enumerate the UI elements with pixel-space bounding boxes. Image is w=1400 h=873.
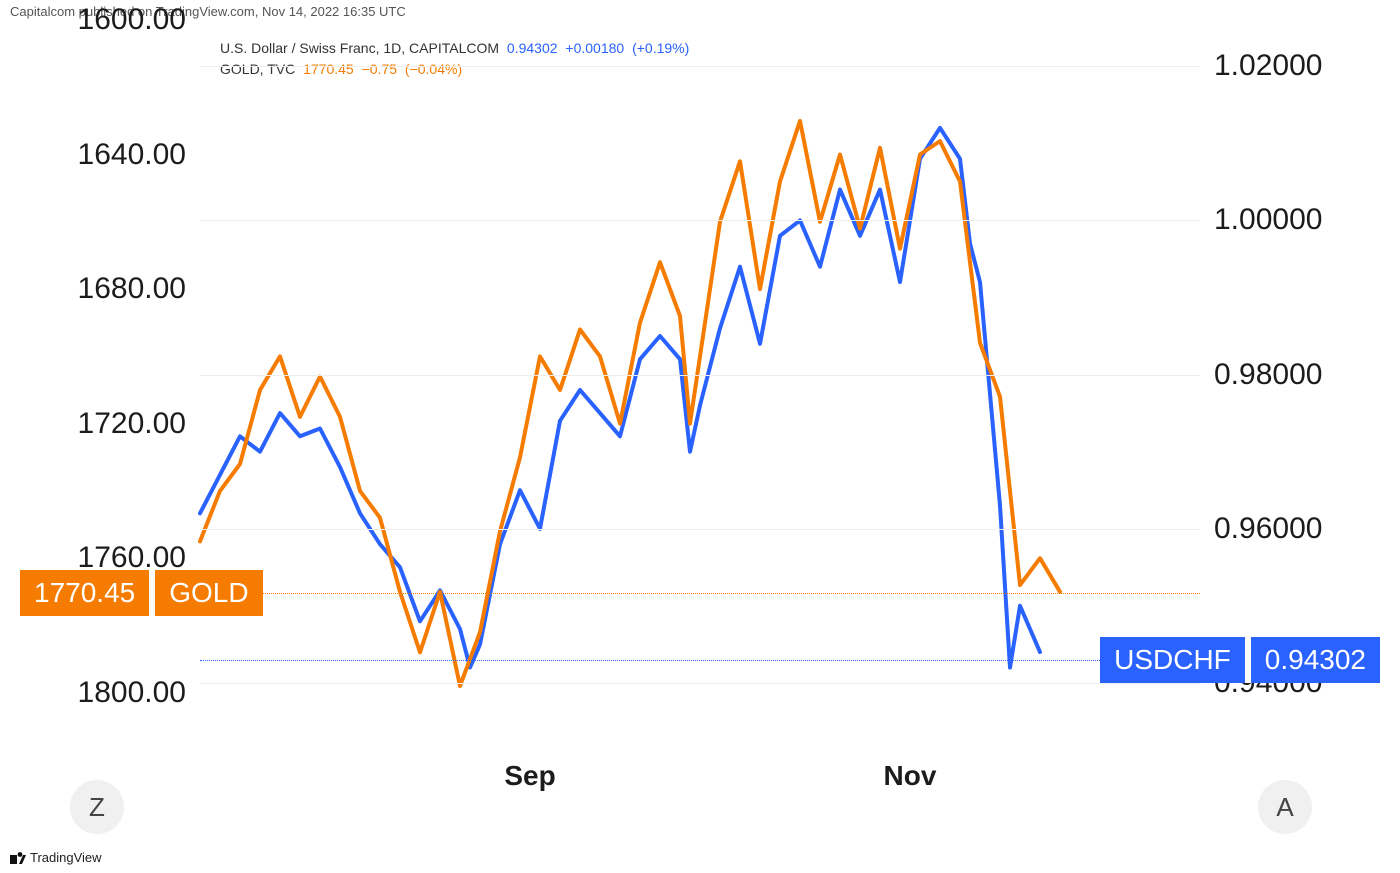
publisher-attribution: Capitalcom published on TradingView.com,… <box>10 4 406 19</box>
x-axis: Sep Nov <box>200 760 1200 800</box>
price-badge-symbol: USDCHF <box>1100 637 1245 683</box>
plot-svg <box>200 20 1200 760</box>
zoom-button[interactable]: Z <box>70 780 124 834</box>
gridline <box>200 683 1200 684</box>
price-badge-symbol: GOLD <box>155 570 262 616</box>
y-tick-right: 0.96000 <box>1214 512 1322 546</box>
tradingview-icon <box>10 852 26 864</box>
price-badge-gold: 1770.45GOLD <box>20 570 263 616</box>
tradingview-logo: TradingView <box>10 850 102 865</box>
series-usdchf <box>200 128 1040 668</box>
gridline <box>200 220 1200 221</box>
y-tick-right: 1.02000 <box>1214 49 1322 83</box>
y-tick-left: 1720.00 <box>78 407 186 441</box>
price-badge-value: 0.94302 <box>1251 637 1380 683</box>
y-tick-right: 1.00000 <box>1214 203 1322 237</box>
gridline <box>200 529 1200 530</box>
y-tick-right: 0.98000 <box>1214 358 1322 392</box>
gridline <box>200 66 1200 67</box>
y-tick-left: 1640.00 <box>78 138 186 172</box>
y-tick-left: 1600.00 <box>78 3 186 37</box>
y-axis-left: 1600.001640.001680.001720.001760.001800.… <box>20 20 200 760</box>
x-tick: Nov <box>884 760 937 792</box>
footer-brand-text: TradingView <box>30 850 102 865</box>
y-tick-left: 1800.00 <box>78 676 186 710</box>
auto-button[interactable]: A <box>1258 780 1312 834</box>
chart-plot-area[interactable] <box>200 20 1200 760</box>
price-badge-usdchf: USDCHF0.94302 <box>1100 637 1380 683</box>
price-badge-value: 1770.45 <box>20 570 149 616</box>
x-tick: Sep <box>504 760 555 792</box>
y-tick-left: 1680.00 <box>78 272 186 306</box>
gridline <box>200 375 1200 376</box>
